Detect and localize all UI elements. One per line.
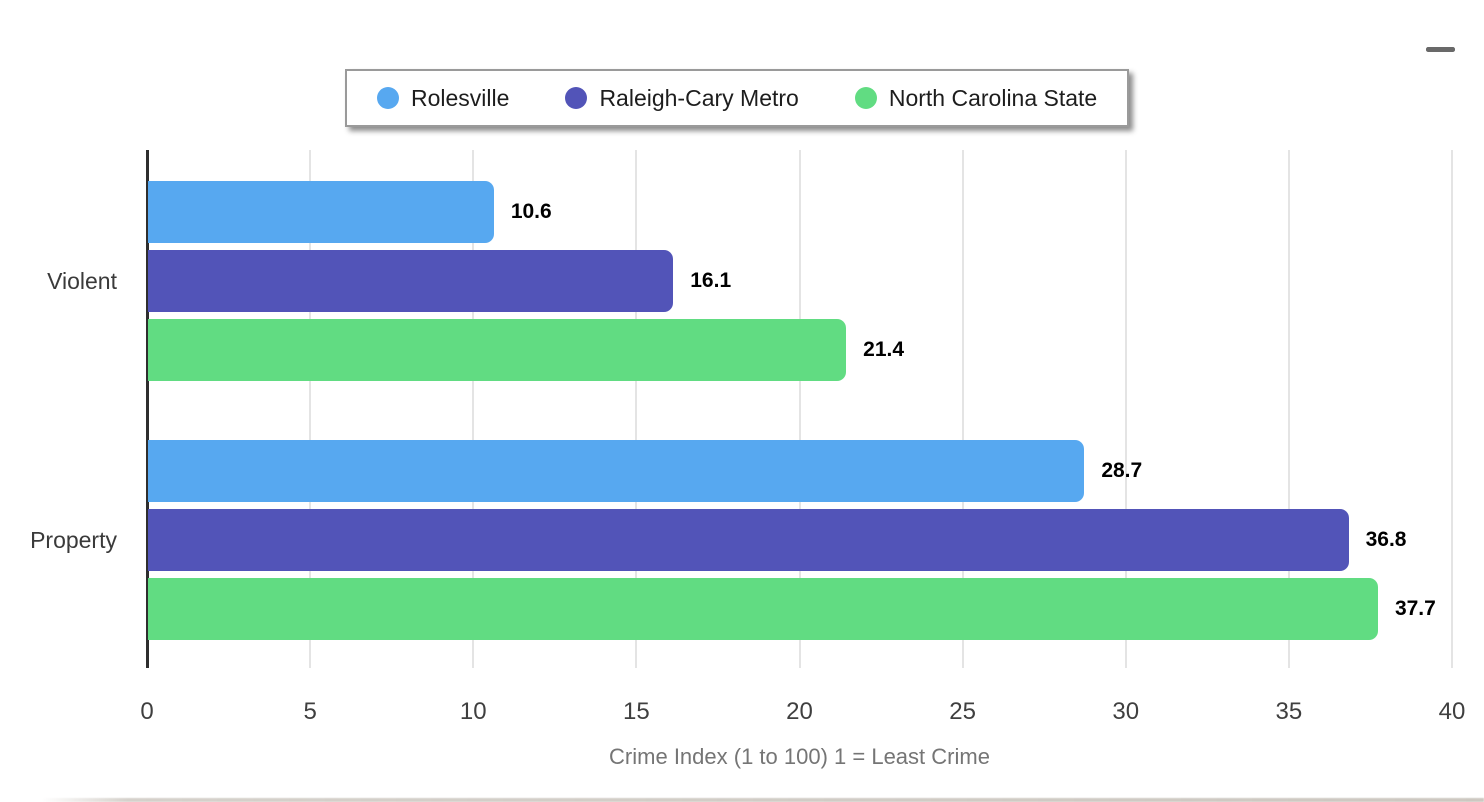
- legend-item-label: North Carolina State: [888, 84, 1098, 111]
- chart-legend: Rolesville Raleigh-Cary Metro North Caroli…: [345, 69, 1130, 127]
- legend-item-north-carolina-state[interactable]: North Carolina State: [854, 84, 1098, 112]
- legend-color-dot: [854, 87, 877, 109]
- legend-item-label: Raleigh-Cary Metro: [599, 84, 799, 111]
- bar-value-label: 16.1: [690, 269, 732, 292]
- x-tick-label: 5: [303, 698, 317, 725]
- bar-property-north-carolina-state[interactable]: [148, 578, 1378, 640]
- gridline: [1124, 150, 1127, 668]
- x-tick-label: 0: [140, 698, 154, 725]
- x-axis-title: Crime Index (1 to 100) 1 = Least Crime: [609, 744, 990, 769]
- gridline: [961, 150, 964, 668]
- legend-item-label: Rolesville: [411, 84, 510, 111]
- x-tick-label: 15: [623, 698, 650, 725]
- x-tick-label: 40: [1438, 698, 1466, 725]
- legend-item-rolesville[interactable]: Rolesville: [377, 85, 509, 112]
- category-label: Violent: [47, 267, 117, 294]
- bar-value-label: 28.7: [1101, 459, 1143, 482]
- legend-item-raleigh-cary-metro[interactable]: Raleigh-Cary Metro: [565, 84, 799, 112]
- y-axis-line: [146, 150, 149, 668]
- bar-value-label: 21.4: [863, 338, 905, 361]
- bar-value-label: 36.8: [1365, 528, 1407, 551]
- gridline: [472, 150, 475, 668]
- bar-violent-raleigh-cary-metro[interactable]: [148, 250, 674, 312]
- gridline: [798, 150, 801, 668]
- bar-violent-north-carolina-state[interactable]: [148, 319, 847, 381]
- legend-color-dot: [377, 87, 399, 109]
- bar-property-raleigh-cary-metro[interactable]: [148, 509, 1349, 571]
- x-tick-label: 30: [1112, 698, 1140, 725]
- gridline: [635, 150, 638, 668]
- x-tick-label: 25: [949, 698, 976, 725]
- gridline: [309, 150, 312, 668]
- x-tick-label: 20: [786, 698, 813, 725]
- hamburger-bar: [1426, 46, 1455, 52]
- x-tick-label: 10: [459, 698, 487, 725]
- gridline: [1451, 150, 1453, 668]
- x-tick-label: 35: [1275, 698, 1303, 725]
- bar-violent-rolesville[interactable]: [148, 181, 494, 243]
- bar-value-label: 37.7: [1394, 597, 1436, 620]
- category-label: Property: [30, 526, 117, 553]
- gridline: [1287, 150, 1290, 668]
- bar-value-label: 10.6: [510, 200, 552, 223]
- hamburger-menu-icon[interactable]: [1424, 32, 1460, 66]
- card-bottom-shadow: [42, 798, 1484, 802]
- bar-property-rolesville[interactable]: [148, 440, 1085, 502]
- legend-color-dot: [565, 87, 588, 109]
